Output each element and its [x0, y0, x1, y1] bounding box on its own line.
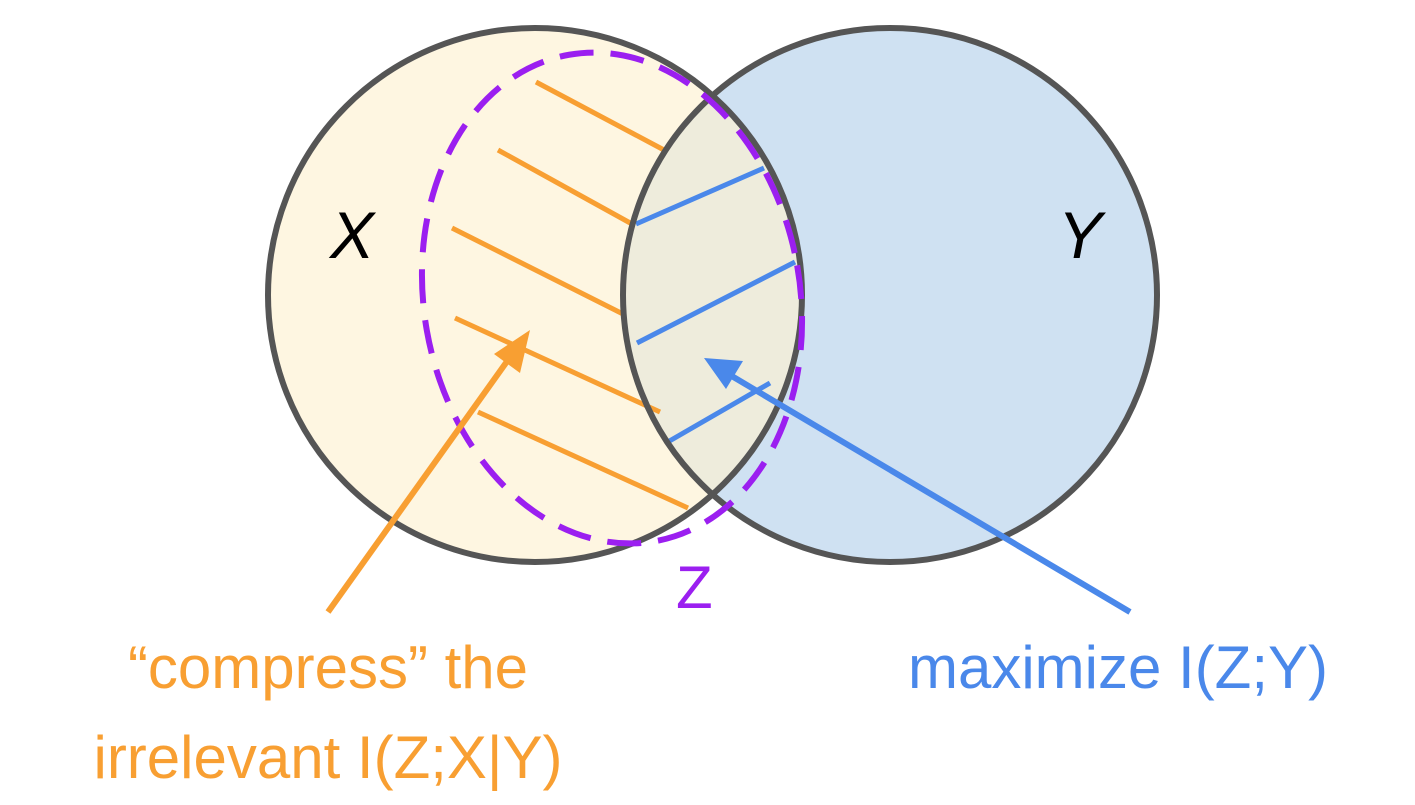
maximize-caption: maximize I(Z;Y): [908, 634, 1328, 701]
z-boundary: [418, 49, 806, 547]
label-z: Z: [676, 554, 713, 621]
maximize-hatching: [634, 165, 797, 446]
compress-arrow: [325, 330, 530, 614]
label-x: X: [328, 198, 377, 272]
overlap-region: [623, 28, 802, 562]
compress-caption-line2: irrelevant I(Z;X|Y): [93, 724, 562, 791]
maximize-arrow: [704, 358, 1132, 615]
compress-caption-line1: “compress” the: [128, 634, 528, 701]
compress-hatching: [450, 79, 690, 511]
set-y-outline: [620, 25, 1160, 565]
label-y: Y: [1058, 198, 1106, 272]
